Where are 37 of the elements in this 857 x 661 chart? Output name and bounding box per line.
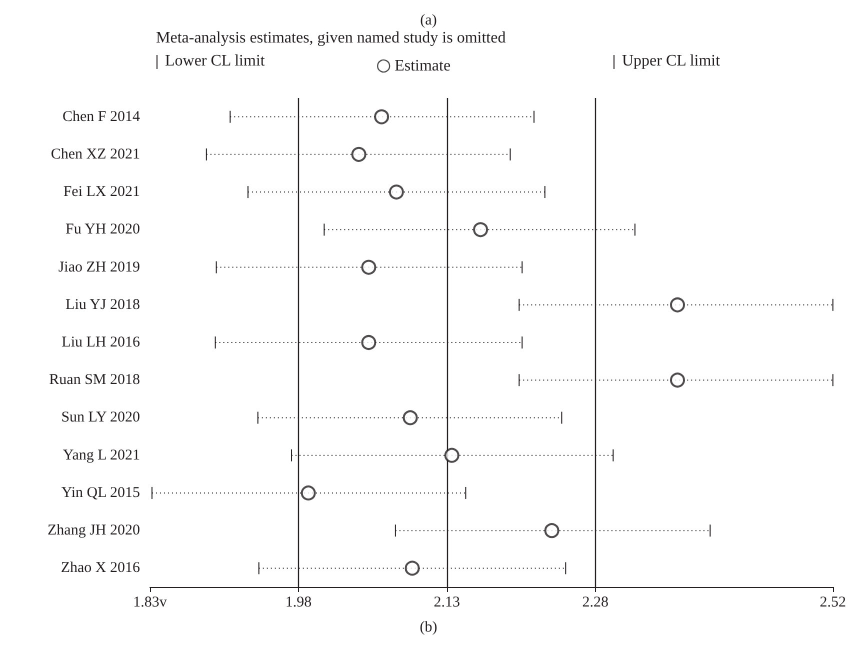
y-tick-label: Jiao ZH 2019 [58, 259, 140, 276]
x-tick-label: 2.13 [434, 594, 460, 610]
point [670, 297, 685, 312]
text: Lower CL limit [165, 52, 266, 70]
y-tick-label: Fei LX 2021 [63, 184, 140, 200]
x-tick-label: 2.28 [582, 594, 608, 610]
point [544, 523, 560, 538]
x-tick-label: 1.98 [285, 594, 312, 610]
point [374, 109, 390, 124]
y-tick-label: Ruan SM 2018 [49, 372, 140, 388]
legend-label: Estimate [394, 58, 451, 74]
x-tick-label: 1.83v [133, 594, 168, 610]
y-tick-label: Zhang JH 2020 [48, 522, 140, 539]
legend-title: Meta-analysis estimates, given named study is omitted [156, 30, 506, 46]
text: (b) [420, 620, 438, 636]
y-tick-label: Chen F 2014 [62, 108, 140, 125]
chart-title: (a) [420, 12, 437, 28]
point [300, 485, 316, 500]
y-tick-label: Zhao X 2016 [60, 560, 140, 576]
text: Upper CL limit [622, 52, 721, 70]
y-tick-label: Chen XZ 2021 [50, 146, 140, 162]
point [444, 448, 460, 463]
point [670, 372, 685, 388]
point [361, 335, 376, 350]
point [473, 222, 488, 238]
point [361, 260, 376, 275]
point [388, 184, 404, 200]
y-tick-label: Sun LY 2020 [61, 410, 140, 426]
point [404, 560, 420, 576]
y-tick-label: Fu YH 2020 [66, 222, 140, 238]
x-tick-label: 2.52 [820, 594, 846, 610]
y-tick-label: Liu YJ 2018 [66, 296, 140, 313]
y-tick-label: Liu LH 2016 [62, 334, 140, 350]
point [351, 146, 366, 162]
y-tick-label: Yin QL 2015 [61, 484, 140, 501]
point [402, 410, 418, 426]
y-tick-label: Yang L 2021 [62, 447, 140, 464]
